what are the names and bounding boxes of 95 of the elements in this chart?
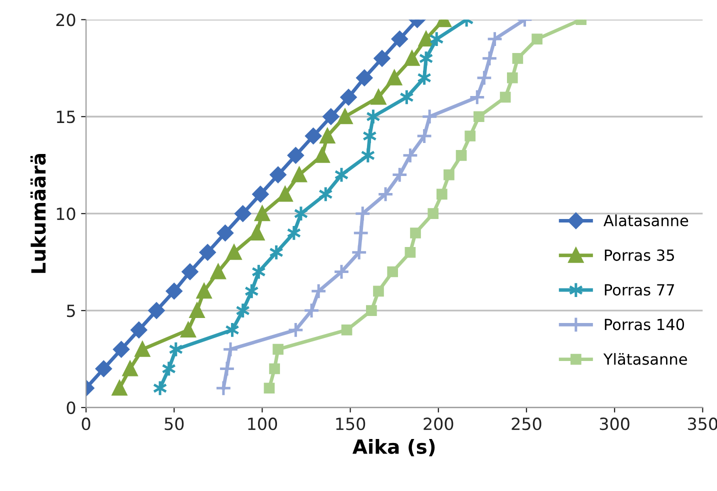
legend-label: Porras 35 bbox=[604, 249, 674, 261]
point bbox=[418, 32, 434, 47]
point bbox=[512, 53, 524, 64]
point bbox=[252, 186, 269, 202]
x-tick-label: 200 bbox=[424, 418, 454, 430]
point bbox=[377, 186, 394, 202]
point bbox=[421, 108, 438, 125]
point bbox=[374, 50, 390, 67]
point bbox=[122, 361, 138, 376]
point bbox=[436, 188, 448, 200]
point bbox=[210, 264, 226, 280]
point bbox=[96, 360, 112, 377]
point bbox=[303, 302, 320, 319]
point bbox=[428, 208, 439, 219]
point bbox=[182, 264, 198, 280]
point bbox=[468, 89, 486, 106]
point bbox=[481, 50, 498, 67]
point bbox=[456, 150, 467, 161]
point bbox=[387, 266, 398, 278]
point bbox=[190, 303, 205, 318]
x-axis-title: Aika (s) bbox=[352, 438, 435, 456]
point bbox=[112, 380, 128, 396]
point bbox=[148, 302, 165, 319]
y-tick-label: 0 bbox=[66, 401, 76, 414]
point bbox=[264, 382, 275, 394]
x-tick-label: 250 bbox=[512, 418, 542, 430]
point bbox=[476, 70, 492, 86]
point bbox=[288, 147, 304, 164]
point bbox=[270, 166, 286, 183]
point bbox=[134, 342, 150, 357]
point bbox=[222, 341, 239, 358]
point bbox=[310, 282, 327, 300]
x-tick-label: 300 bbox=[600, 418, 630, 430]
point bbox=[278, 186, 293, 202]
point bbox=[404, 246, 416, 258]
x-tick-label: 50 bbox=[164, 418, 184, 430]
x-tick-label: 0 bbox=[82, 418, 90, 430]
y-tick-label: 15 bbox=[56, 110, 75, 124]
point bbox=[269, 363, 280, 374]
point bbox=[234, 205, 251, 222]
point bbox=[249, 225, 264, 240]
point bbox=[366, 305, 377, 316]
point bbox=[292, 167, 307, 182]
point bbox=[474, 111, 484, 122]
point bbox=[500, 92, 511, 103]
point bbox=[305, 128, 322, 144]
point bbox=[352, 224, 370, 242]
point bbox=[370, 90, 386, 105]
point bbox=[130, 322, 148, 338]
point bbox=[322, 108, 340, 125]
point bbox=[392, 30, 408, 48]
legend-label: Porras 140 bbox=[604, 318, 684, 330]
point bbox=[113, 341, 130, 358]
point bbox=[391, 166, 408, 183]
point bbox=[196, 284, 212, 299]
point bbox=[354, 205, 371, 222]
y-tick-label: 10 bbox=[56, 208, 76, 220]
point bbox=[404, 50, 420, 66]
point bbox=[350, 244, 368, 261]
point bbox=[410, 228, 421, 238]
point bbox=[215, 380, 232, 396]
point bbox=[314, 148, 330, 163]
point bbox=[341, 324, 352, 336]
point bbox=[217, 224, 234, 242]
point bbox=[340, 89, 357, 106]
point bbox=[386, 70, 402, 86]
point bbox=[402, 147, 418, 164]
point bbox=[254, 206, 270, 222]
point bbox=[166, 283, 182, 300]
point bbox=[338, 109, 353, 124]
point bbox=[506, 72, 518, 84]
legend-label: Alatasanne bbox=[604, 214, 688, 226]
legend-label: Porras 77 bbox=[604, 284, 674, 296]
point bbox=[356, 70, 373, 86]
x-tick-label: 350 bbox=[688, 418, 717, 430]
point bbox=[180, 322, 196, 338]
y-axis-title: Lukumäärä bbox=[30, 154, 46, 273]
point bbox=[320, 128, 335, 144]
point bbox=[444, 169, 454, 180]
point bbox=[373, 286, 384, 297]
point bbox=[532, 34, 542, 44]
point bbox=[199, 244, 216, 260]
y-tick-label: 20 bbox=[56, 14, 76, 26]
point bbox=[333, 264, 350, 280]
point bbox=[226, 244, 242, 260]
point bbox=[464, 130, 476, 142]
legend-label: Ylätasanne bbox=[603, 353, 687, 365]
point bbox=[272, 344, 284, 355]
x-tick-label: 100 bbox=[248, 418, 278, 430]
y-tick-label: 5 bbox=[67, 304, 75, 318]
point bbox=[218, 360, 236, 377]
point bbox=[486, 30, 503, 48]
point bbox=[416, 128, 432, 144]
point bbox=[287, 322, 304, 338]
x-tick-label: 150 bbox=[336, 418, 366, 430]
